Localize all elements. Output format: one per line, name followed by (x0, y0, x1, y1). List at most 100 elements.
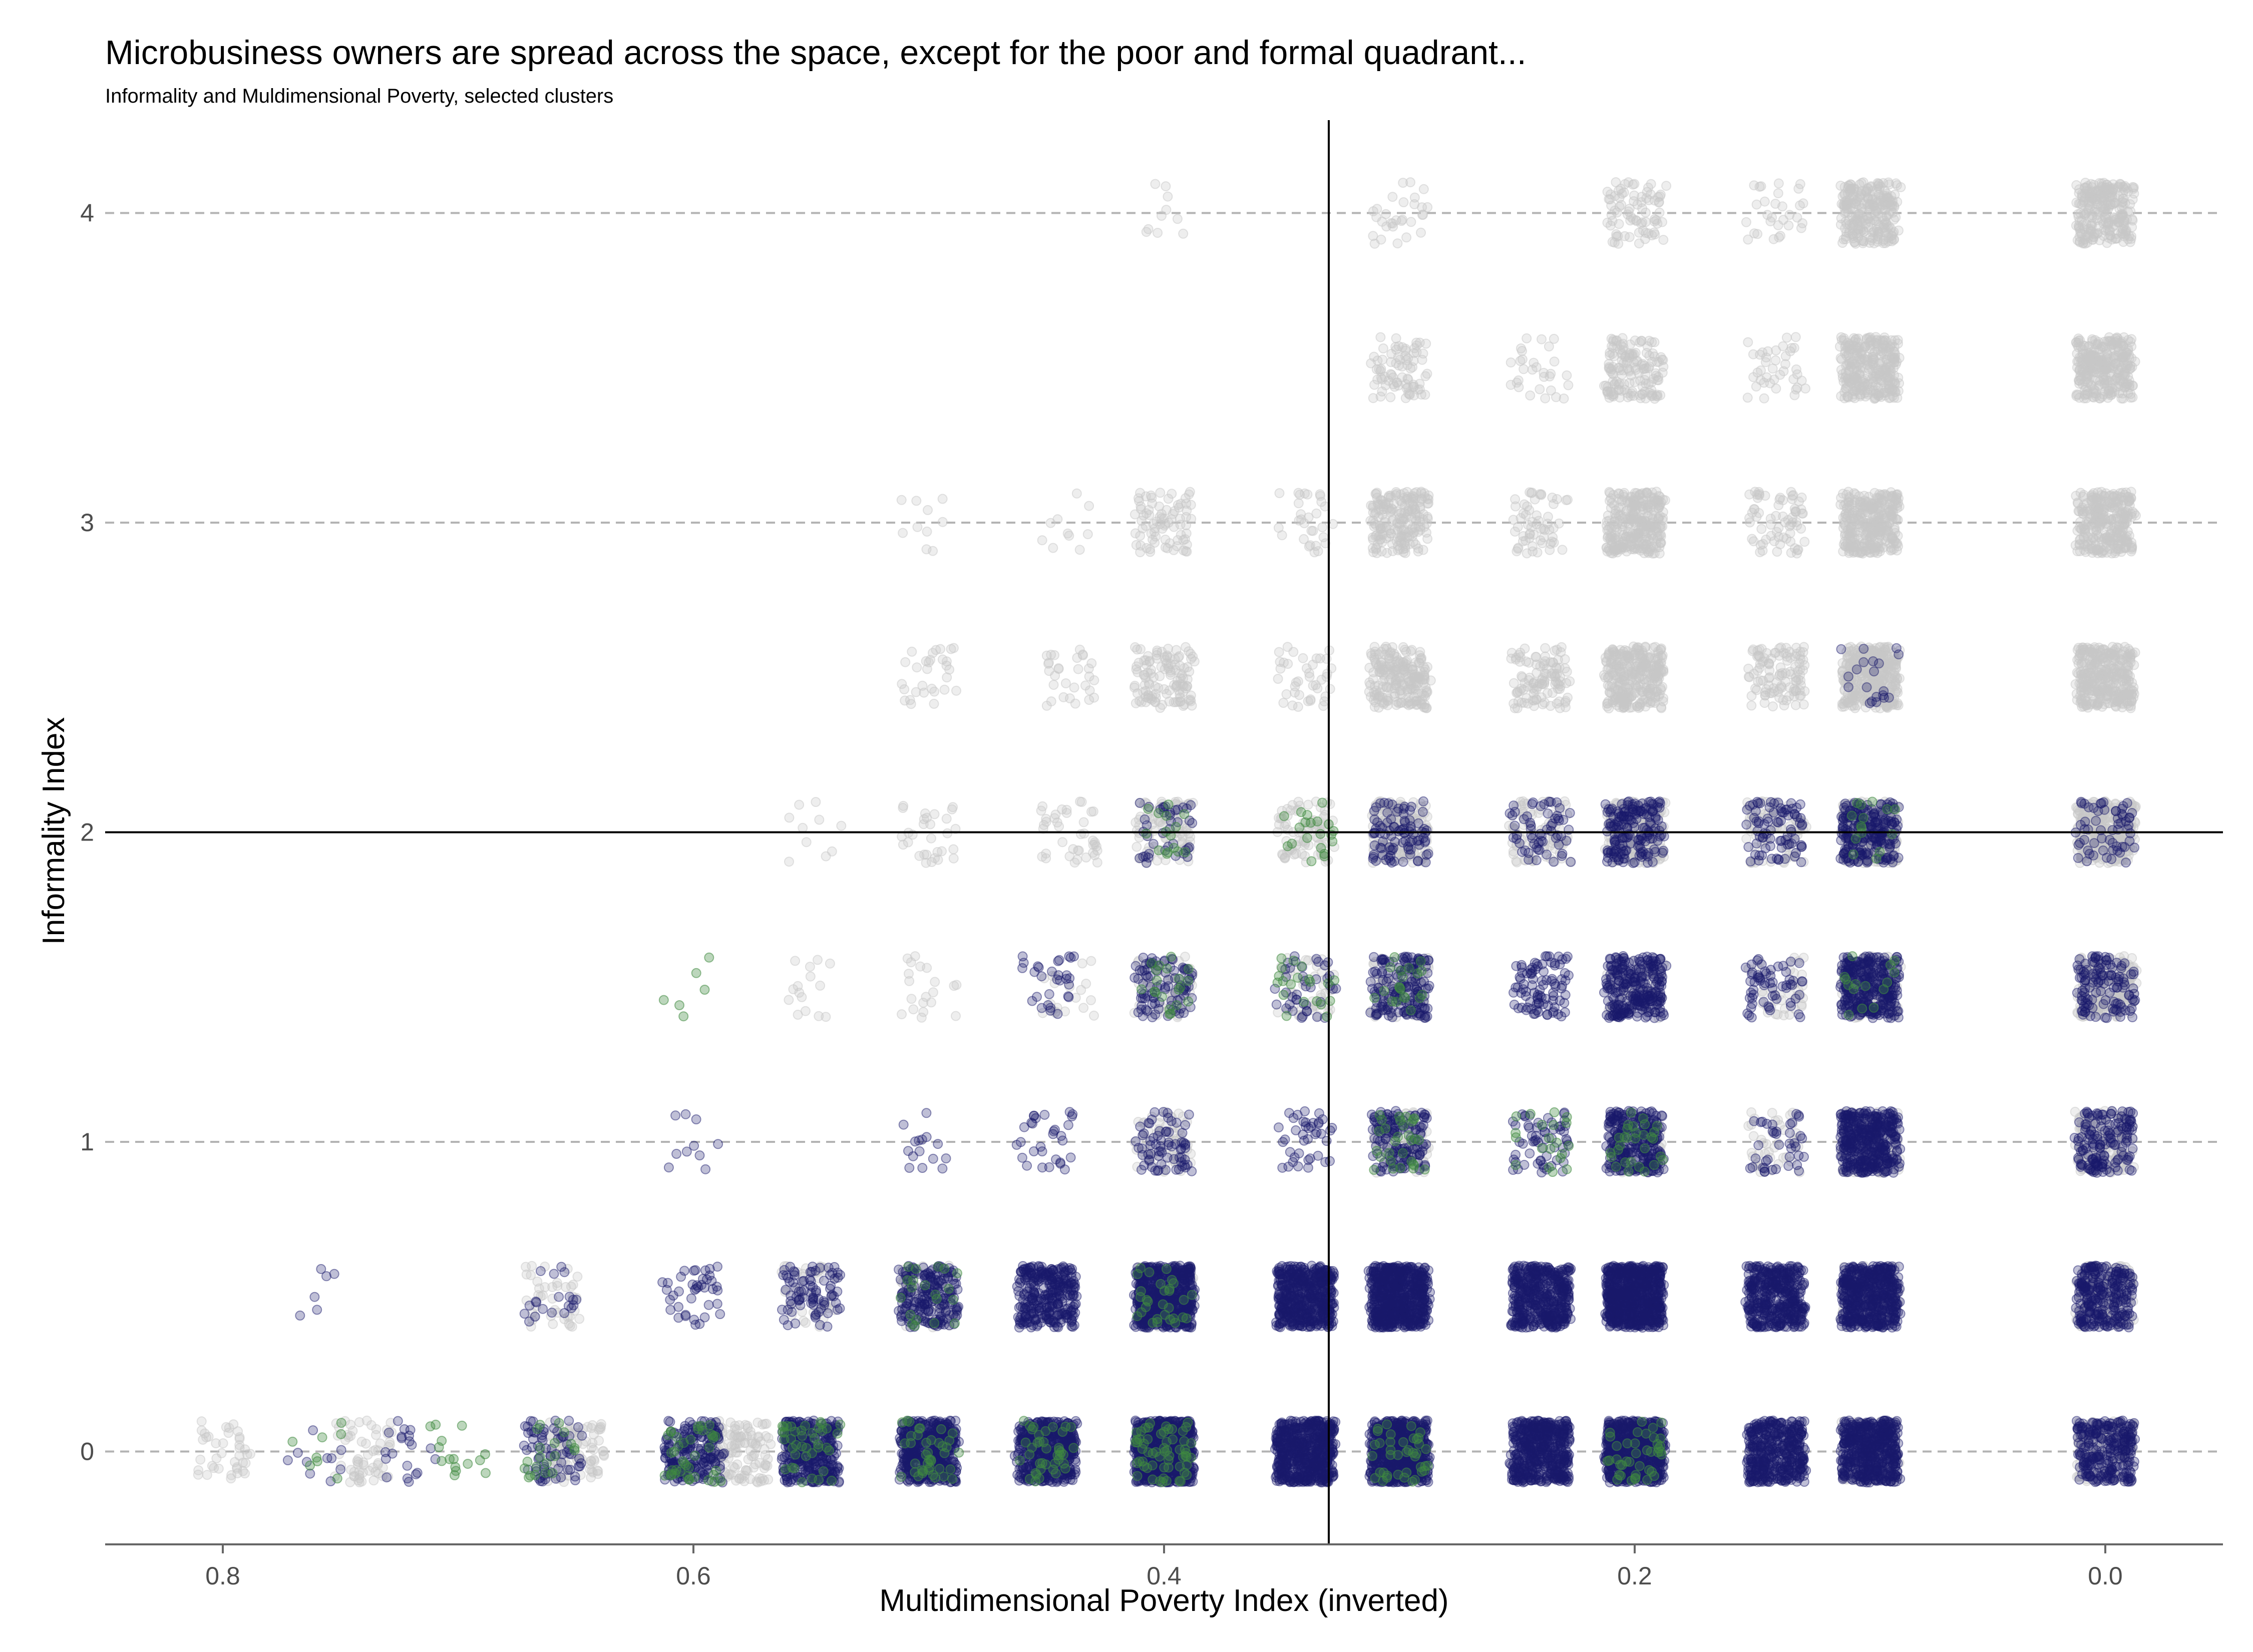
data-point (1859, 379, 1870, 389)
data-point (1741, 217, 1751, 227)
data-points (193, 177, 2142, 1488)
data-point (1774, 671, 1784, 681)
data-point (1742, 392, 1753, 403)
data-point (2112, 341, 2123, 352)
chart-title: Microbusiness owners are spread across t… (105, 33, 1527, 72)
data-point (1773, 178, 1784, 189)
data-point (2103, 357, 2113, 367)
data-point (2083, 200, 2094, 210)
data-point (1877, 535, 1888, 545)
data-point (2128, 1418, 2138, 1429)
data-point (2110, 548, 2120, 558)
data-point (1839, 393, 1850, 403)
data-point (1863, 492, 1874, 502)
data-point (1850, 382, 1861, 393)
data-point (2099, 224, 2109, 235)
data-point (1890, 378, 1901, 388)
data-point (1744, 489, 1755, 500)
data-point (1882, 210, 1892, 221)
data-point (1883, 659, 1894, 670)
data-point (1853, 200, 1864, 210)
data-point (2084, 353, 2094, 363)
data-point (1790, 507, 1801, 517)
data-point (1781, 534, 1791, 544)
data-point (1756, 365, 1766, 375)
data-point (2123, 650, 2133, 660)
data-point (1764, 658, 1774, 669)
data-point (1791, 384, 1801, 394)
data-point (1861, 518, 1871, 528)
data-point (1891, 212, 1901, 223)
data-point (2096, 490, 2107, 501)
data-point (2074, 653, 2084, 663)
data-point (1770, 199, 1781, 209)
data-point (2093, 345, 2104, 355)
data-point (1752, 229, 1763, 239)
data-point (2083, 341, 2093, 351)
data-point (1778, 341, 1788, 351)
data-point (1792, 369, 1802, 379)
data-point (1848, 233, 1858, 243)
data-point (1746, 700, 1757, 711)
data-point (1759, 196, 1770, 207)
data-point (1887, 201, 1898, 212)
data-point (2074, 198, 2084, 209)
data-point (2078, 235, 2088, 245)
data-point (1874, 522, 1885, 532)
data-point (1743, 337, 1753, 347)
data-point (2097, 513, 2107, 523)
data-point (1849, 547, 1860, 557)
data-point (1743, 671, 1754, 682)
data-point (1767, 1108, 1777, 1118)
data-point (1879, 191, 1889, 201)
data-point (1894, 493, 1904, 504)
data-point (1883, 342, 1893, 353)
data-point (1839, 200, 1849, 211)
data-point (1880, 223, 1890, 233)
data-point (2083, 702, 2093, 713)
data-point (1793, 183, 1804, 194)
data-point (2104, 1430, 2114, 1440)
data-point (1836, 493, 1846, 503)
data-point (1835, 353, 1846, 363)
data-point (1759, 377, 1769, 388)
data-point (1796, 492, 1807, 503)
data-point (1778, 366, 1789, 376)
data-point (2122, 669, 2132, 679)
data-point (1798, 655, 1808, 665)
data-point (2074, 522, 2085, 533)
data-point (1746, 691, 1757, 701)
data-point (1871, 385, 1882, 396)
data-point (2085, 662, 2095, 672)
data-point (2089, 679, 2099, 689)
data-point (2096, 189, 2107, 199)
data-point (1854, 369, 1865, 379)
data-point (2079, 545, 2089, 555)
data-point (1759, 393, 1769, 403)
data-point (1862, 194, 1873, 204)
data-point (2120, 228, 2131, 238)
data-point (2106, 1448, 2116, 1459)
data-point (1770, 647, 1781, 658)
data-point (2073, 333, 2084, 344)
data-point (2077, 502, 2087, 513)
data-point (1787, 491, 1798, 501)
data-point (2118, 689, 2128, 700)
data-point (2077, 366, 2088, 377)
data-point (2094, 1459, 2104, 1470)
data-point (1773, 188, 1783, 199)
data-point (2117, 355, 2127, 366)
data-point (2093, 548, 2103, 558)
data-point (2120, 198, 2130, 208)
data-point (1760, 687, 1770, 697)
data-point (2093, 1434, 2103, 1445)
data-point (2101, 683, 2112, 694)
data-point (2095, 671, 2105, 681)
data-point (1784, 210, 1795, 220)
data-point (1838, 546, 1848, 557)
data-point (1774, 232, 1784, 243)
data-point (1752, 645, 1763, 656)
data-point (2094, 642, 2104, 653)
data-point (1867, 352, 1878, 362)
